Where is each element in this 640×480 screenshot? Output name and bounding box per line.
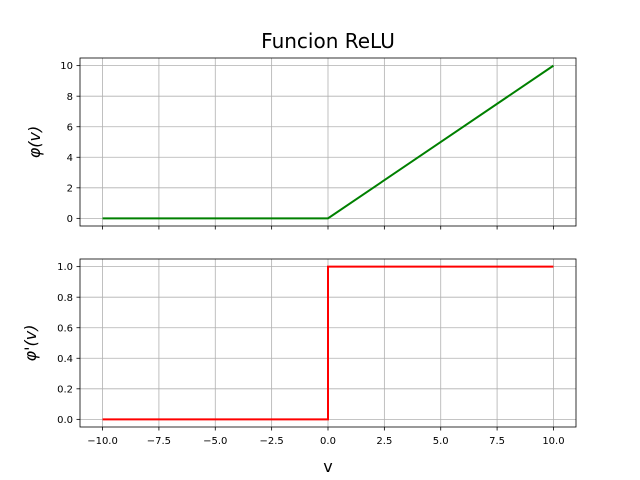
chart-title: Funcion ReLU [261,29,395,53]
y-tick-label: 2 [67,183,73,194]
y-tick-label: 0.4 [57,354,73,365]
y-tick-label: 8 [67,92,73,103]
y-tick-label: 6 [67,122,73,133]
series-line [102,265,554,421]
y-tick-label: 4 [67,153,73,164]
y-tick-label: 0.8 [57,293,73,304]
x-tick-label: −7.5 [147,436,171,447]
y-tick-label: 10 [60,61,73,72]
x-tick-label: 10.0 [542,436,564,447]
x-axis-label: v [323,457,332,476]
x-tick-label: −2.5 [259,436,283,447]
relu-derivative-axes: −10.0 −7.5 −5.0 −2.5 0.0 2.5 5.0 7.5 10.0 0.0 0.2 0… [21,258,577,476]
y-tick-label: 0.6 [57,323,73,334]
y-axis-label: φ(v) [25,126,44,159]
y-tick-label: 1.0 [57,262,73,273]
series-line [102,64,555,220]
y-tick-label: 0.0 [57,415,73,426]
x-tick-label: −10.0 [87,436,118,447]
x-tick-label: 7.5 [489,436,505,447]
x-tick-label: 0.0 [320,436,336,447]
y-axis-label: φ'(v) [21,325,40,362]
x-tick-label: −5.0 [203,436,227,447]
y-tick-label: 0.2 [57,384,73,395]
relu-axes: 0 2 4 6 8 10 φ(v) [25,57,577,230]
x-tick-label: 5.0 [433,436,449,447]
y-tick-label: 0 [67,214,73,225]
x-tick-label: 2.5 [376,436,392,447]
